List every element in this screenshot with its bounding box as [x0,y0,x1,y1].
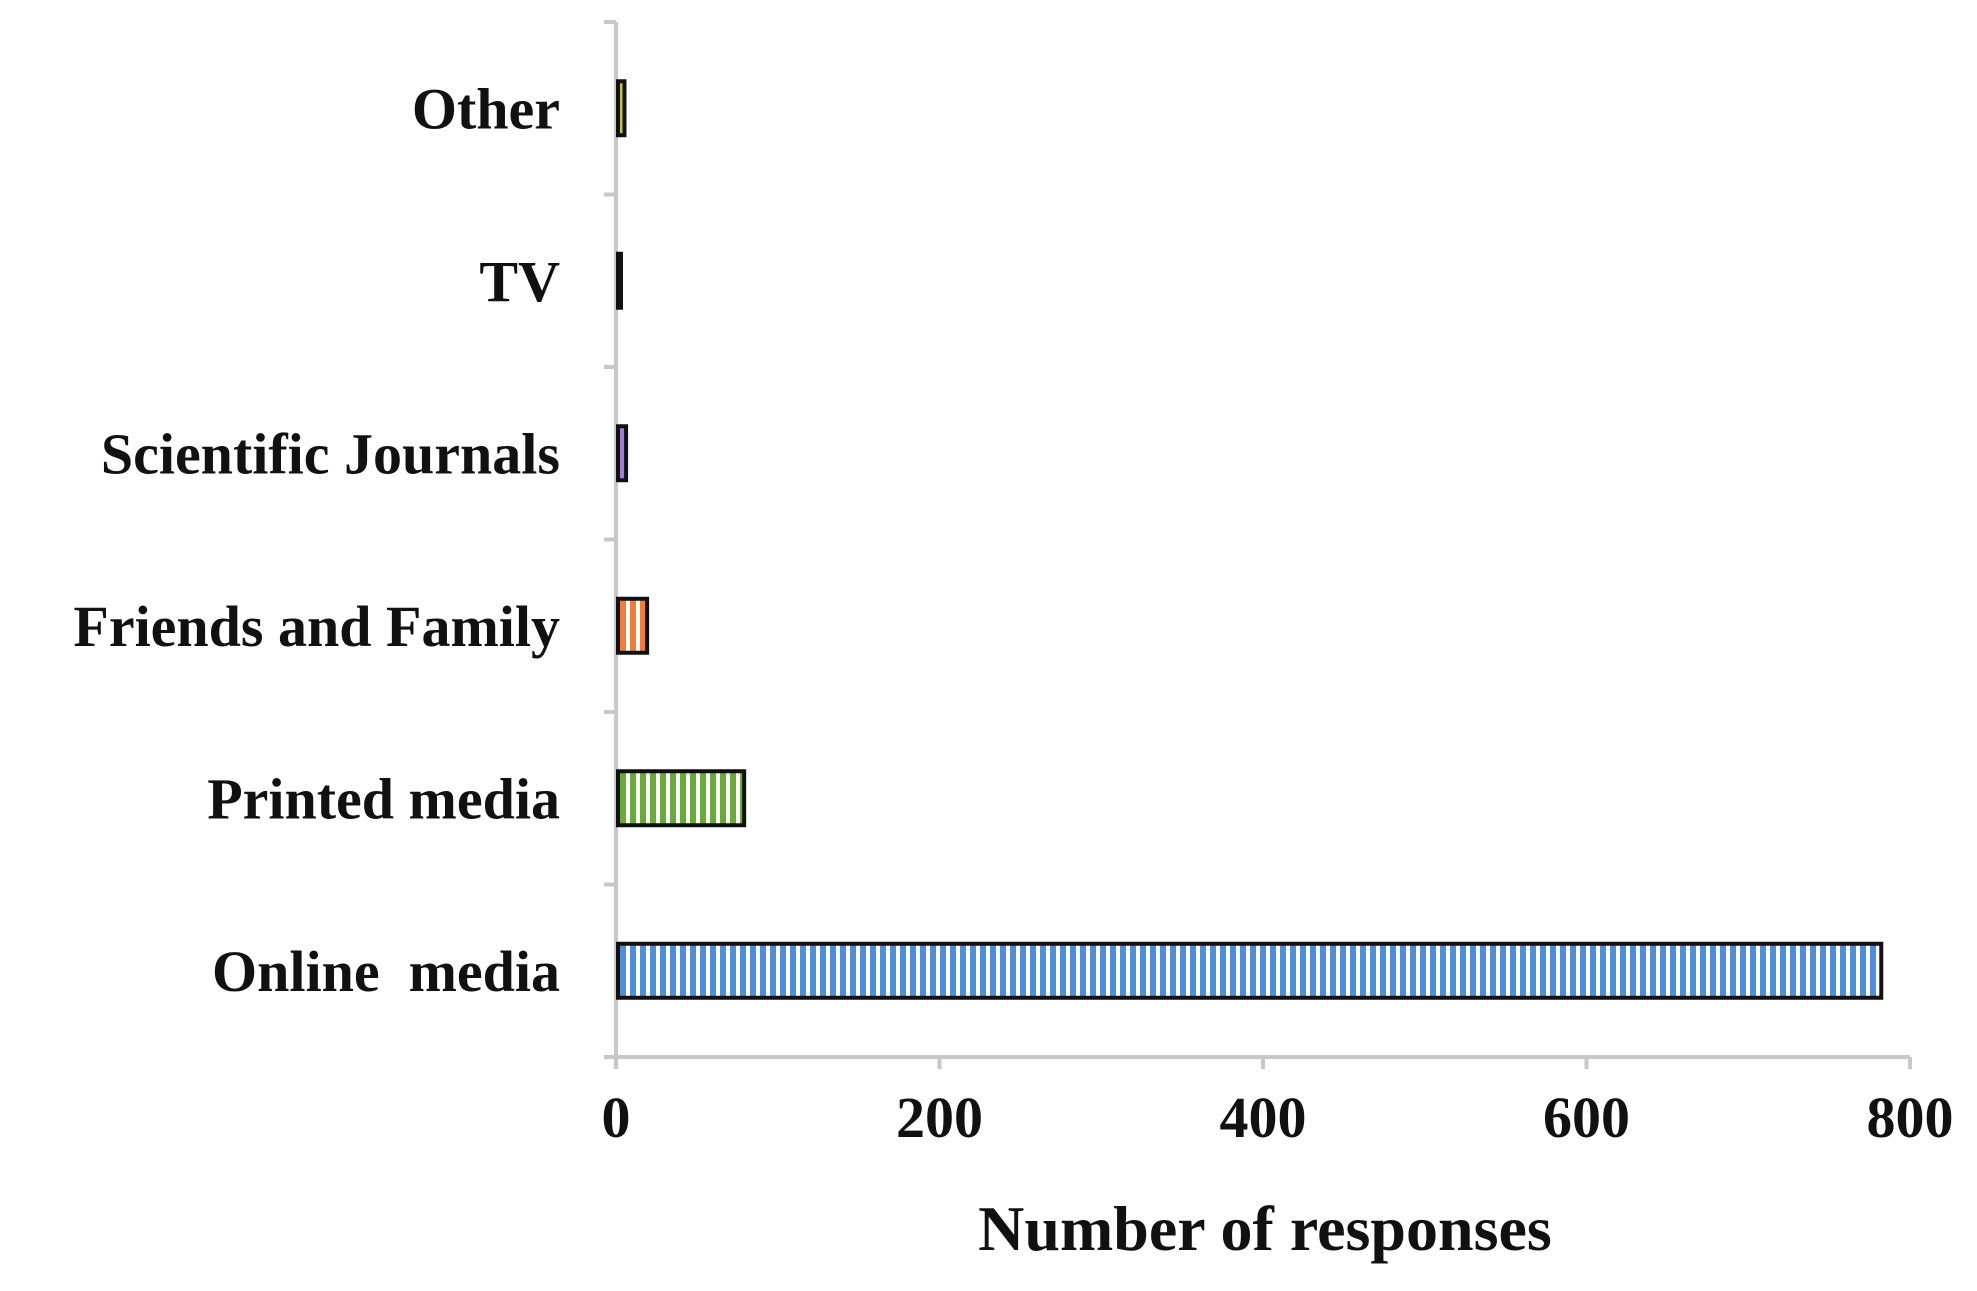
bar-other [616,79,627,138]
x-tick-label: 800 [1867,1085,1954,1150]
bar-scientific-journals [616,424,629,483]
x-tick-label: 200 [896,1085,983,1150]
x-tick-label: 600 [1543,1085,1630,1150]
bar-printed-media [616,769,747,828]
x-tick-label: 400 [1220,1085,1307,1150]
category-label: Printed media [207,766,560,831]
category-label: Other [412,76,560,141]
category-label: Friends and Family [73,594,560,659]
category-label: Scientific Journals [101,421,560,486]
bar-layer [616,79,1884,1000]
category-label: TV [479,249,560,314]
x-axis-title: Number of responses [978,1193,1552,1264]
bar-tv [616,251,623,310]
category-label: Online media [212,939,560,1004]
bar-online-media [616,941,1884,1000]
x-tick-label: 0 [602,1085,631,1150]
label-layer: 0 200 400 600 800 Online media Printed media Fr… [73,76,1953,1150]
axis-layer [604,20,1912,1069]
bar-friends-and-family [616,596,650,655]
